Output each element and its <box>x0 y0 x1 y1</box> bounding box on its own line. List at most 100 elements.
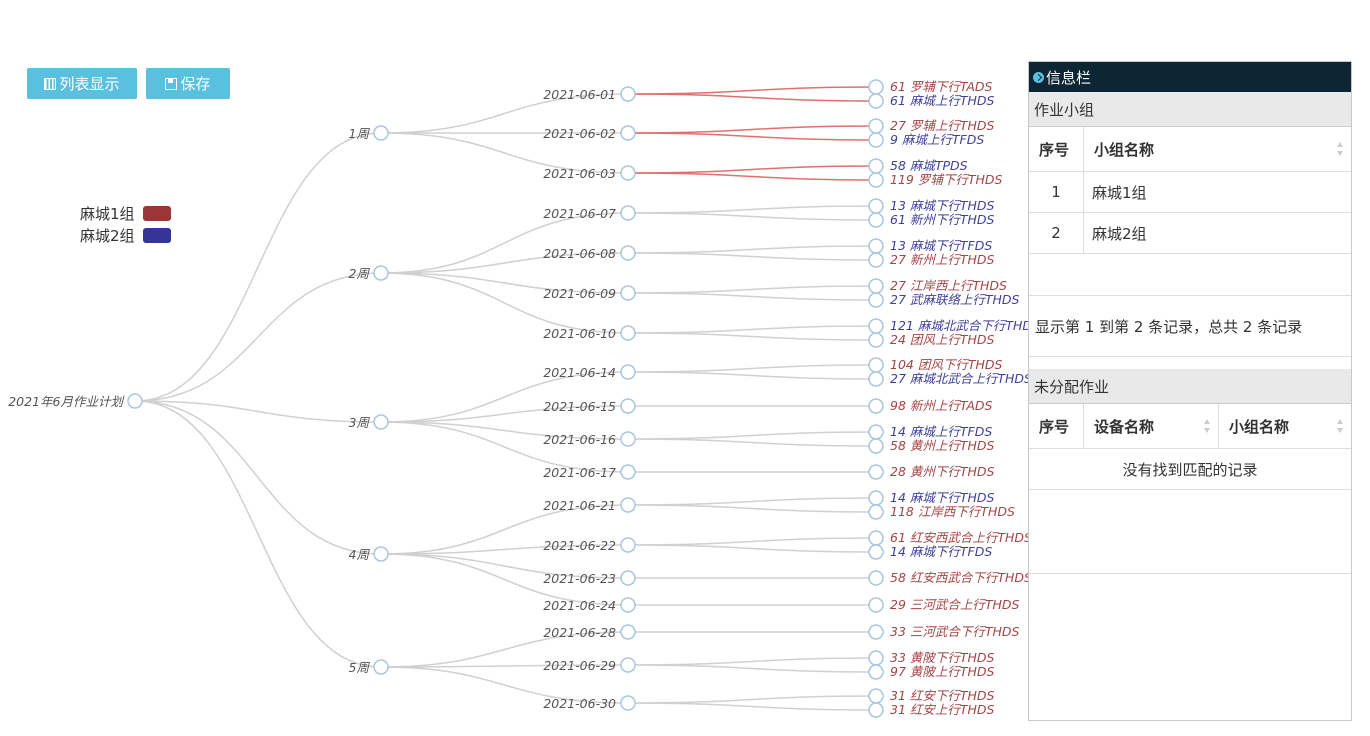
info-panel-title: 信息栏 <box>1046 68 1092 87</box>
day-node <box>620 325 636 341</box>
tree-link <box>627 664 877 673</box>
tree-link <box>627 431 877 440</box>
task-label: 31 红安下行THDS <box>890 688 995 703</box>
tree-link <box>627 86 877 95</box>
task-node <box>868 624 884 640</box>
day-label: 2021-06-09 <box>543 286 616 301</box>
day-node <box>620 570 636 586</box>
task-node <box>868 278 884 294</box>
table-row[interactable]: 1 麻城1组 <box>1029 171 1351 213</box>
column-header-group-name[interactable]: 小组名称 <box>1083 127 1351 172</box>
task-node <box>868 238 884 254</box>
task-node <box>868 93 884 109</box>
legend-label: 麻城2组 <box>80 226 135 245</box>
cell-index: 2 <box>1029 212 1084 254</box>
task-label: 27 新州上行THDS <box>890 252 995 267</box>
circle-arrow-icon[interactable] <box>1033 71 1044 83</box>
task-node <box>868 688 884 704</box>
groups-section-header: 作业小组 <box>1029 92 1351 127</box>
task-label: 33 黄陂下行THDS <box>890 650 995 665</box>
day-node <box>620 431 636 447</box>
task-label: 118 江岸西下行THDS <box>890 504 1015 519</box>
week-node <box>373 414 389 430</box>
column-header-index[interactable]: 序号 <box>1029 127 1084 172</box>
tree-link <box>380 421 629 473</box>
task-node <box>868 597 884 613</box>
day-node <box>620 657 636 673</box>
task-node <box>868 504 884 520</box>
task-label: 58 红安西武合下行THDS <box>890 570 1028 585</box>
save-button[interactable]: 保存 <box>146 68 230 99</box>
column-header-index[interactable]: 序号 <box>1029 404 1084 449</box>
day-node <box>620 624 636 640</box>
week-label: 5周 <box>349 660 371 675</box>
groups-table: 序号 小组名称 1 麻城1组 2 麻城2组 <box>1029 127 1351 296</box>
day-label: 2021-06-07 <box>543 206 616 221</box>
task-node <box>868 398 884 414</box>
task-node <box>868 198 884 214</box>
table-row[interactable]: 2 麻城2组 <box>1029 212 1351 254</box>
task-label: 27 罗辅上行THDS <box>890 118 995 133</box>
tree-link <box>627 657 877 666</box>
tree-link <box>380 405 629 423</box>
tree-link <box>627 504 877 513</box>
cell-group-name: 麻城1组 <box>1083 171 1351 213</box>
legend-label: 麻城1组 <box>80 204 135 223</box>
day-label: 2021-06-01 <box>543 87 616 102</box>
groups-section-title: 作业小组 <box>1034 100 1095 119</box>
tree-link <box>380 371 629 423</box>
day-node <box>620 285 636 301</box>
sort-icon[interactable] <box>1337 142 1343 156</box>
week-node <box>373 125 389 141</box>
list-view-button[interactable]: 列表显示 <box>27 68 137 99</box>
task-node <box>868 79 884 95</box>
tree-link <box>627 332 877 341</box>
tree-link <box>380 272 629 334</box>
task-node <box>868 702 884 718</box>
task-node <box>868 332 884 348</box>
tree-link <box>627 93 877 102</box>
day-node <box>620 364 636 380</box>
tree-link <box>380 553 629 579</box>
sort-icon[interactable] <box>1337 419 1343 433</box>
task-label: 31 红安上行THDS <box>890 702 995 717</box>
column-header-device-name[interactable]: 设备名称 <box>1083 404 1219 449</box>
task-node <box>868 357 884 373</box>
day-label: 2021-06-02 <box>543 126 616 141</box>
save-label: 保存 <box>180 75 211 93</box>
task-node <box>868 464 884 480</box>
day-label: 2021-06-14 <box>543 365 616 380</box>
sort-icon[interactable] <box>1204 419 1210 433</box>
day-label: 2021-06-21 <box>543 498 616 513</box>
pagination-text: 显示第 1 到第 2 条记录，总共 2 条记录 <box>1035 317 1303 336</box>
unassigned-section-header: 未分配作业 <box>1029 369 1351 404</box>
tree-link <box>627 371 877 380</box>
day-node <box>620 464 636 480</box>
info-panel-header: 信息栏 <box>1029 62 1351 92</box>
tree-link <box>380 666 629 704</box>
task-label: 33 三河武合下行THDS <box>890 624 1020 639</box>
task-label: 29 三河武合上行THDS <box>890 597 1020 612</box>
task-label: 58 麻城TPDS <box>890 158 968 173</box>
week-label: 3周 <box>349 415 371 430</box>
task-label: 13 麻城下行THDS <box>890 198 995 213</box>
task-node <box>868 490 884 506</box>
legend-item-group2: 麻城2组 <box>80 224 171 246</box>
tree-link <box>134 400 382 423</box>
tree-link <box>380 272 629 294</box>
tree-link <box>134 400 382 668</box>
task-node <box>868 318 884 334</box>
column-header-group-name[interactable]: 小组名称 <box>1218 404 1351 449</box>
task-label: 28 黄州下行THDS <box>890 464 995 479</box>
day-label: 2021-06-30 <box>543 696 616 711</box>
save-icon <box>165 77 178 90</box>
task-node <box>868 438 884 454</box>
day-node <box>620 695 636 711</box>
week-node <box>373 546 389 562</box>
tree-links <box>134 86 877 711</box>
task-label: 9 麻城上行TFDS <box>890 132 984 147</box>
day-node <box>620 125 636 141</box>
day-node <box>620 205 636 221</box>
no-records-message: 没有找到匹配的记录 <box>1029 448 1351 490</box>
